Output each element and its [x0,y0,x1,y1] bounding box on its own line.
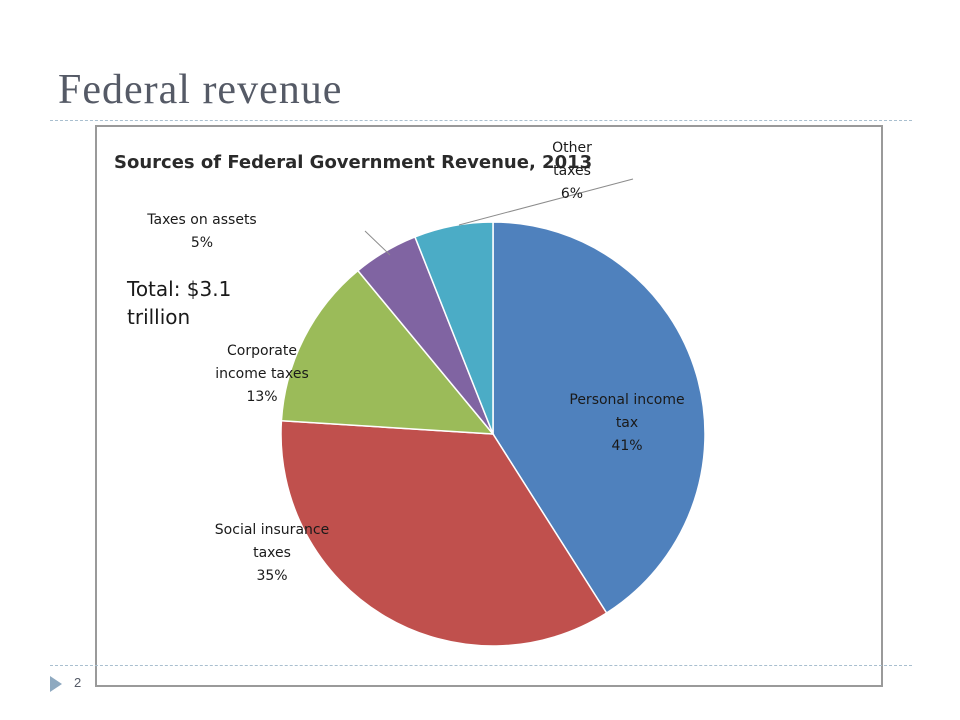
slice-label-text: tax [615,415,639,431]
slice-label-text: Social insurance [214,522,330,538]
title-divider [50,120,912,121]
slice-label-text: income taxes [215,366,309,382]
slice-social-insurance-taxes [280,419,608,647]
slice-label: Other taxes 6% [482,137,662,206]
slice-label: Social insurance taxes 35% [182,519,362,588]
footer-divider [50,665,912,666]
slice-personal-income-tax [492,221,706,615]
slice-label: Taxes on assets 5% [112,209,292,255]
slice-percent: 5% [190,235,214,251]
footer-arrow-icon [50,676,62,692]
slide-title: Federal revenue [58,67,343,113]
slice-label-text: Taxes on assets [147,212,257,228]
chart-total-note: Total: $3.1 trillion [127,277,232,329]
page-number: 2 [74,675,82,690]
slice-label-text: Other [552,140,592,156]
slice-label: Corporate income taxes 13% [172,340,352,409]
slice-other-taxes [413,221,494,435]
slice-label: Personal income tax 41% [537,389,717,458]
leader-line [364,230,391,256]
slice-percent: 6% [560,186,584,202]
leader-line [458,178,634,226]
chart-image: Sources of Federal Government Revenue, 2… [95,125,883,687]
slice-percent: 41% [611,438,643,454]
chart-title: Sources of Federal Government Revenue, 2… [114,152,593,173]
slice-label-text: Personal income [569,392,685,408]
pie-chart [280,178,706,647]
slice-percent: 13% [246,389,278,405]
slice-label-text: taxes [553,163,591,179]
slice-corporate-income-taxes [280,269,495,435]
slice-label-text: Corporate [227,343,297,359]
slice-percent: 35% [256,568,288,584]
slice-label-text: taxes [253,545,291,561]
